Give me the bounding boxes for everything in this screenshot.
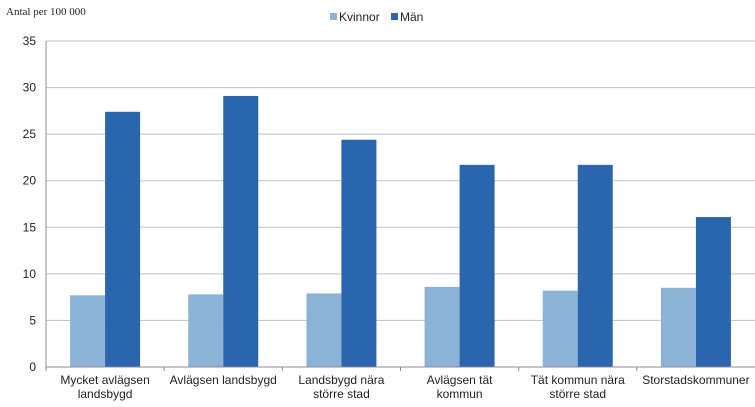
bar-kvinnor-0	[70, 295, 106, 367]
legend-label-kvinnor: Kvinnor	[339, 10, 380, 24]
x-tick-label: Avlägsen landsbygd	[170, 373, 277, 387]
y-tick-label: 15	[23, 220, 37, 234]
y-axis-title: Antal per 100 000	[6, 6, 86, 18]
bar-kvinnor-4	[542, 290, 578, 367]
legend-swatch-män	[391, 13, 398, 20]
x-tick-label: Avlägsen tät kommun	[427, 373, 493, 401]
bar-män-3	[459, 164, 495, 367]
bar-män-4	[577, 164, 613, 367]
x-tick-label: Tät kommun nära större stad	[531, 373, 625, 401]
legend: Kvinnor Män	[330, 10, 423, 24]
y-tick-label: 25	[23, 127, 37, 141]
bar-kvinnor-1	[188, 294, 224, 367]
y-tick-label: 10	[23, 267, 37, 281]
y-tick-label: 0	[29, 360, 36, 374]
bar-män-2	[341, 139, 377, 367]
axes: 0 5 10 15 20 25 30 35 Mycket avlägsen landsbygd Av…	[23, 34, 755, 401]
bars	[70, 95, 731, 367]
legend-swatch-kvinnor	[330, 13, 337, 20]
x-tick-label: Landsbygd nära större stad	[298, 373, 384, 401]
bar-män-0	[105, 111, 141, 367]
gridlines	[46, 40, 755, 321]
legend-label-män: Män	[400, 10, 423, 24]
y-tick-label: 35	[23, 34, 37, 48]
bar-män-5	[695, 217, 731, 367]
bar-kvinnor-2	[306, 293, 342, 367]
x-tick-label: Mycket avlägsen landsbygd	[60, 373, 149, 401]
y-tick-label: 5	[29, 313, 36, 327]
bar-män-1	[223, 95, 259, 367]
y-tick-label: 20	[23, 174, 37, 188]
x-tick-label: Storstadskommuner	[642, 373, 749, 387]
bar-kvinnor-3	[424, 286, 460, 367]
y-tick-label: 30	[23, 81, 37, 95]
bar-kvinnor-5	[660, 287, 696, 367]
